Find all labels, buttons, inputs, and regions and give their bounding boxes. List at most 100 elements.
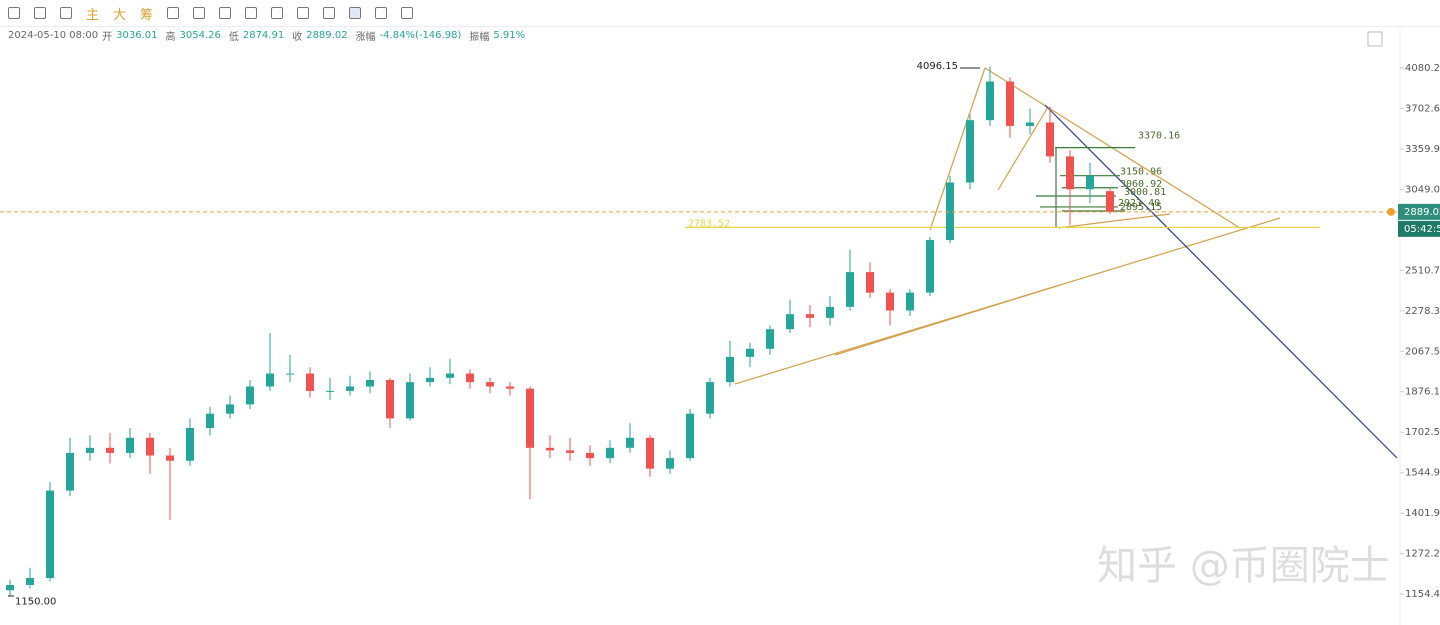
candle-body [246,386,254,405]
y-tick-label: 3702.64 [1405,103,1440,114]
level-label: 3000.81 [1124,187,1166,198]
candle-body [26,577,34,585]
y-tick-label: 1401.97 [1405,508,1440,519]
candle-body [526,388,534,448]
y-tick-label: 2278.38 [1405,306,1440,317]
y-tick-label: 1154.48 [1405,589,1440,600]
candle-body [6,584,14,591]
level-label: 2783.52 [688,218,730,229]
candle-body [466,373,474,383]
candle-body [706,382,714,414]
candle-body [206,413,214,428]
candle-body [1026,122,1034,126]
y-tick-label: 3049.00 [1405,184,1440,195]
candle-body [846,272,854,307]
candle-body [346,386,354,391]
candle-body [966,120,974,183]
y-tick-label: 1272.22 [1405,549,1440,560]
toolbar: 主 大 筹 [0,0,1440,27]
trendline [1057,213,1171,229]
tool-icon[interactable] [245,7,258,19]
tool-icon[interactable] [375,7,388,19]
candle-body [546,447,554,451]
candle-body [646,437,654,469]
candle-body [426,377,434,383]
label: 振幅 [469,31,490,43]
tool-icon[interactable] [349,7,362,19]
candle-body [1066,156,1074,190]
datetime: 2024-05-10 08:00 [8,29,99,41]
countdown: 05:42:57 [1404,224,1440,235]
price-tag [1398,203,1440,220]
candle-body [366,379,374,387]
trendline [929,67,986,231]
level-label: 3370.16 [1138,131,1180,142]
candle-body [1086,175,1094,190]
y-tick-label: 1876.17 [1405,387,1440,398]
label: 开 [102,31,113,43]
tool-icon[interactable] [167,7,180,19]
y-tick-label: 2510.75 [1405,265,1440,276]
drawings [734,67,1398,459]
label: 涨幅 [355,31,376,43]
candle-body [586,452,594,459]
expand-icon[interactable] [1367,31,1383,47]
level-label: 2895.15 [1120,202,1162,213]
tool-icon[interactable] [193,7,206,19]
y-tick-label: 1544.96 [1405,468,1440,479]
label: 收 [292,31,303,43]
y-tick-label: 4080.27 [1405,63,1440,74]
tool-icon[interactable] [8,7,20,19]
candle-body [926,240,934,293]
amplitude: 5.91% [493,29,526,41]
candle-body [506,386,514,389]
candle-body [886,292,894,311]
tool-icon[interactable] [271,7,284,19]
high-annotation: 4096.15 [917,61,958,72]
candle-body [806,314,814,318]
tool-icon[interactable] [219,7,232,19]
candle-body [866,272,874,293]
tool-icon[interactable] [401,7,414,19]
label: 高 [165,31,176,43]
y-tick-label: 2067.51 [1405,346,1440,357]
low-annotation: 1150.00 [15,597,56,608]
candle-body [826,306,834,318]
label: 低 [228,31,239,43]
change: -4.84%(-146.98) [379,29,462,41]
candle-body [566,450,574,453]
candle-body [786,314,794,330]
level-label: 3060.92 [1120,179,1162,190]
tool-icon[interactable] [60,7,72,19]
candle-body [666,458,674,469]
candle-body [746,348,754,357]
candle-body [1006,81,1014,126]
toolbar-button[interactable]: 大 [113,7,127,23]
tool-icon[interactable] [297,7,310,19]
candle-body [986,81,994,121]
high: 3054.26 [179,29,221,41]
candle-body [1046,122,1054,157]
toolbar-button[interactable]: 筹 [140,7,154,23]
toolbar-button[interactable]: 主 [86,7,100,23]
candle-body [226,404,234,414]
price-tag-label: 2889.02 [1404,207,1440,218]
candle-body [1106,191,1114,212]
candle-body [906,292,914,311]
candle-body [266,373,274,387]
candle-body [626,437,634,448]
candle-body [946,182,954,241]
y-tick-label: 1702.53 [1405,427,1440,438]
candle-body [386,379,394,419]
tool-icon[interactable] [34,7,46,19]
tool-icon[interactable] [323,7,336,19]
trendline [997,106,1049,191]
candle-body [66,452,74,491]
level-label: 2923.40 [1118,198,1160,209]
candle-body [146,437,154,456]
candle-body [306,373,314,391]
candle-body [166,455,174,461]
candle-body [326,390,334,392]
